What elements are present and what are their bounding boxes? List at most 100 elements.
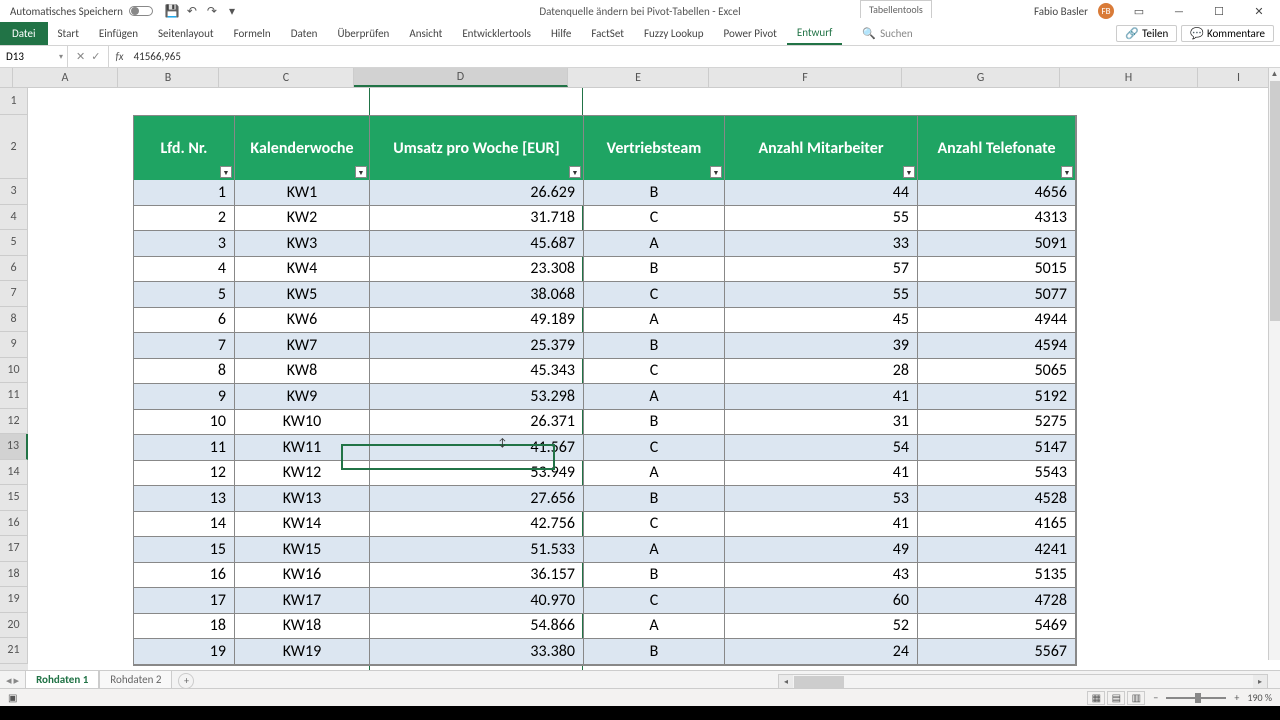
cells-area[interactable]: Lfd. Nr.▼Kalenderwoche▼Umsatz pro Woche … <box>28 88 1280 682</box>
data-table[interactable]: Lfd. Nr.▼Kalenderwoche▼Umsatz pro Woche … <box>133 115 1077 666</box>
table-cell[interactable]: KW17 <box>235 588 370 614</box>
table-cell[interactable]: 54 <box>725 435 918 461</box>
ribbon-tab-überprüfen[interactable]: Überprüfen <box>327 22 399 45</box>
select-all-button[interactable] <box>0 68 13 87</box>
row-header-9[interactable]: 9 <box>0 332 28 358</box>
table-cell[interactable]: 5065 <box>918 359 1076 385</box>
filter-dropdown-icon[interactable]: ▼ <box>569 166 581 178</box>
table-cell[interactable]: KW2 <box>235 206 370 232</box>
table-cell[interactable]: 55 <box>725 206 918 232</box>
sheet-prev-icon[interactable]: ◂ <box>6 674 12 687</box>
add-sheet-button[interactable]: + <box>178 673 194 689</box>
ribbon-tab-hilfe[interactable]: Hilfe <box>541 22 581 45</box>
table-row[interactable]: 14KW1442.756C414165 <box>134 512 1076 538</box>
table-cell[interactable]: A <box>584 614 725 640</box>
table-cell[interactable]: 42.756 <box>370 512 584 538</box>
table-cell[interactable]: 5015 <box>918 257 1076 283</box>
row-header-2[interactable]: 2 <box>0 115 28 179</box>
row-header-12[interactable]: 12 <box>0 409 28 435</box>
formula-input[interactable]: 41566,965 <box>130 50 181 63</box>
table-row[interactable]: 10KW1026.371B315275 <box>134 410 1076 436</box>
table-cell[interactable]: 60 <box>725 588 918 614</box>
row-header-20[interactable]: 20 <box>0 613 28 639</box>
table-cell[interactable]: 5 <box>134 282 235 308</box>
table-row[interactable]: 18KW1854.866A525469 <box>134 614 1076 640</box>
table-cell[interactable]: 53 <box>725 486 918 512</box>
column-header-A[interactable]: A <box>13 68 118 87</box>
table-cell[interactable]: 4165 <box>918 512 1076 538</box>
table-cell[interactable]: 33 <box>725 231 918 257</box>
table-cell[interactable]: 41 <box>725 384 918 410</box>
table-cell[interactable]: 4728 <box>918 588 1076 614</box>
maximize-button[interactable]: ☐ <box>1204 1 1234 21</box>
ribbon-tab-entwicklertools[interactable]: Entwicklertools <box>452 22 541 45</box>
row-header-1[interactable]: 1 <box>0 88 28 115</box>
table-cell[interactable]: 53.298 <box>370 384 584 410</box>
table-cell[interactable]: B <box>584 333 725 359</box>
table-cell[interactable]: 4 <box>134 257 235 283</box>
table-cell[interactable]: A <box>584 384 725 410</box>
table-cell[interactable]: 53.949 <box>370 461 584 487</box>
sheet-next-icon[interactable]: ▸ <box>14 674 20 687</box>
cancel-formula-icon[interactable]: ✕ <box>76 50 85 63</box>
table-cell[interactable]: C <box>584 512 725 538</box>
filter-dropdown-icon[interactable]: ▼ <box>1061 166 1073 178</box>
ribbon-tab-ansicht[interactable]: Ansicht <box>399 22 452 45</box>
table-cell[interactable]: 26.371 <box>370 410 584 436</box>
share-button[interactable]: 🔗 Teilen <box>1116 25 1177 42</box>
row-header-10[interactable]: 10 <box>0 358 28 384</box>
table-cell[interactable]: 54.866 <box>370 614 584 640</box>
table-cell[interactable]: 4241 <box>918 537 1076 563</box>
page-break-view-icon[interactable]: ▥ <box>1127 691 1145 705</box>
table-row[interactable]: 8KW845.343C285065 <box>134 359 1076 385</box>
filter-dropdown-icon[interactable]: ▼ <box>903 166 915 178</box>
table-cell[interactable]: KW14 <box>235 512 370 538</box>
table-row[interactable]: 9KW953.298A415192 <box>134 384 1076 410</box>
column-header-B[interactable]: B <box>118 68 219 87</box>
table-row[interactable]: 7KW725.379B394594 <box>134 333 1076 359</box>
table-cell[interactable]: 5147 <box>918 435 1076 461</box>
table-cell[interactable]: A <box>584 308 725 334</box>
table-cell[interactable]: A <box>584 461 725 487</box>
table-header-0[interactable]: Lfd. Nr.▼ <box>134 116 235 180</box>
table-cell[interactable]: A <box>584 231 725 257</box>
table-row[interactable]: 2KW231.718C554313 <box>134 206 1076 232</box>
table-cell[interactable]: 45.687 <box>370 231 584 257</box>
table-row[interactable]: 6KW649.189A454944 <box>134 308 1076 334</box>
save-icon[interactable]: 💾 <box>165 4 179 18</box>
table-cell[interactable]: KW16 <box>235 563 370 589</box>
row-header-16[interactable]: 16 <box>0 511 28 537</box>
table-cell[interactable]: B <box>584 639 725 665</box>
table-cell[interactable]: KW15 <box>235 537 370 563</box>
table-cell[interactable]: KW19 <box>235 639 370 665</box>
table-cell[interactable]: 10 <box>134 410 235 436</box>
table-cell[interactable]: 4594 <box>918 333 1076 359</box>
table-cell[interactable]: A <box>584 537 725 563</box>
macro-record-icon[interactable]: ▣ <box>0 691 17 704</box>
table-cell[interactable]: 2 <box>134 206 235 232</box>
table-cell[interactable]: 17 <box>134 588 235 614</box>
table-cell[interactable]: 45 <box>725 308 918 334</box>
table-row[interactable]: 4KW423.308B575015 <box>134 257 1076 283</box>
table-cell[interactable]: 52 <box>725 614 918 640</box>
minimize-button[interactable]: — <box>1164 1 1194 21</box>
table-cell[interactable]: 8 <box>134 359 235 385</box>
table-cell[interactable]: 51.533 <box>370 537 584 563</box>
table-cell[interactable]: B <box>584 486 725 512</box>
table-cell[interactable]: KW18 <box>235 614 370 640</box>
table-row[interactable]: 16KW1636.157B435135 <box>134 563 1076 589</box>
column-header-D[interactable]: D <box>354 68 568 87</box>
table-header-2[interactable]: Umsatz pro Woche [EUR]▼ <box>370 116 584 180</box>
column-header-H[interactable]: H <box>1060 68 1198 87</box>
ribbon-search[interactable]: 🔍 Suchen <box>862 22 912 45</box>
ribbon-tab-einfügen[interactable]: Einfügen <box>89 22 148 45</box>
zoom-in-button[interactable]: + <box>1234 691 1239 704</box>
table-cell[interactable]: 4656 <box>918 180 1076 206</box>
row-header-14[interactable]: 14 <box>0 460 28 486</box>
table-header-3[interactable]: Vertriebsteam▼ <box>584 116 725 180</box>
table-cell[interactable]: 24 <box>725 639 918 665</box>
comments-button[interactable]: 💬 Kommentare <box>1181 25 1274 42</box>
table-cell[interactable]: KW3 <box>235 231 370 257</box>
table-cell[interactable]: KW4 <box>235 257 370 283</box>
sheet-tab-1[interactable]: Rohdaten 2 <box>99 670 172 690</box>
